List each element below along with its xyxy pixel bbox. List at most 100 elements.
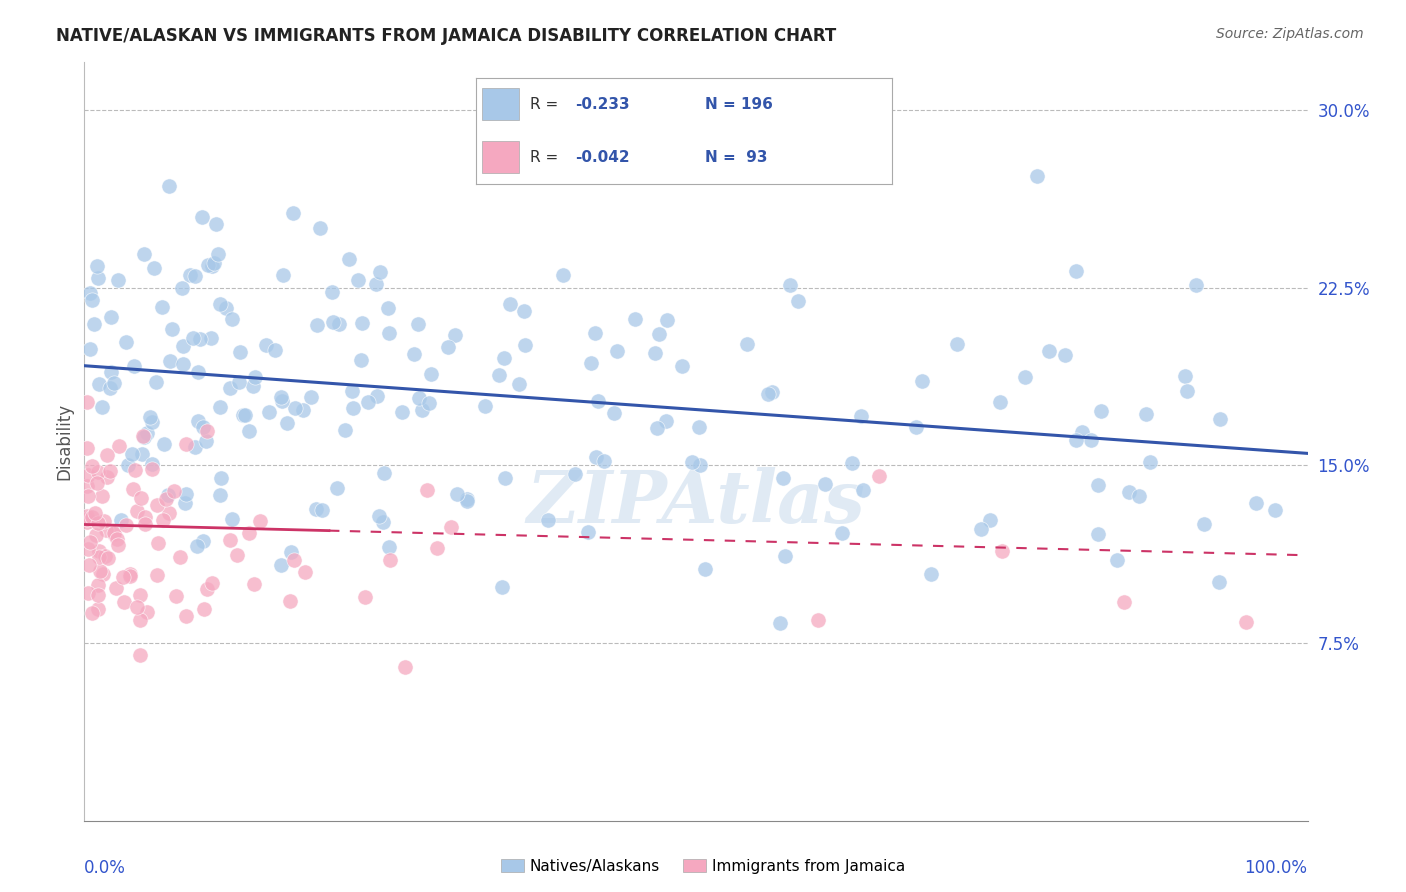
Point (98, 463, 121, 477)
Point (156, 488, 179, 502)
Point (270, 393, 292, 408)
Point (86, 527, 108, 541)
Point (232, 409, 254, 423)
Point (354, 591, 377, 605)
Point (76, 479, 98, 493)
Point (814, 477, 837, 491)
Point (294, 565, 316, 579)
Point (1014, 369, 1036, 384)
Point (193, 534, 215, 549)
Point (107, 273, 129, 287)
Point (337, 252, 360, 267)
Point (1118, 484, 1140, 499)
Point (135, 425, 157, 440)
Point (190, 211, 212, 225)
Point (309, 221, 332, 235)
Point (1087, 478, 1109, 492)
Point (325, 481, 347, 495)
Point (1070, 425, 1092, 439)
Point (645, 421, 668, 435)
Point (114, 517, 136, 532)
Point (146, 498, 169, 512)
Point (87, 549, 110, 564)
Point (174, 609, 197, 624)
Point (80, 458, 103, 473)
Point (644, 346, 666, 360)
Point (201, 576, 224, 591)
Point (311, 503, 333, 517)
Point (371, 515, 394, 529)
Point (152, 513, 174, 527)
Point (273, 268, 295, 282)
Point (112, 570, 135, 584)
Point (157, 179, 180, 194)
Point (142, 261, 165, 276)
Point (197, 258, 219, 272)
Point (76, 467, 98, 482)
Point (1026, 169, 1049, 184)
Point (585, 450, 607, 464)
Point (513, 303, 536, 318)
Point (207, 247, 229, 261)
Point (270, 390, 292, 404)
Point (299, 391, 322, 405)
Point (159, 354, 181, 368)
Point (280, 544, 302, 558)
Point (129, 491, 152, 506)
Point (491, 580, 513, 594)
Point (648, 326, 671, 341)
Point (86, 260, 108, 274)
Point (1175, 384, 1198, 398)
Point (103, 376, 125, 390)
Point (366, 389, 388, 403)
Point (93, 514, 115, 528)
Point (195, 425, 218, 439)
Point (671, 359, 693, 373)
Point (681, 455, 703, 469)
Point (1208, 574, 1230, 589)
Point (79, 558, 101, 572)
Point (249, 514, 271, 528)
Point (283, 553, 305, 567)
Point (242, 379, 264, 393)
Point (195, 582, 218, 596)
Point (911, 375, 934, 389)
Point (841, 456, 863, 470)
Point (1114, 595, 1136, 609)
Point (772, 470, 794, 484)
Point (695, 562, 717, 576)
Point (1139, 455, 1161, 469)
Point (124, 463, 146, 477)
Text: 100.0%: 100.0% (1244, 858, 1308, 877)
Point (243, 370, 266, 384)
Point (98, 381, 121, 395)
Point (456, 491, 478, 506)
Point (191, 420, 214, 434)
Point (291, 403, 314, 417)
Point (107, 538, 129, 552)
Point (394, 659, 416, 673)
Point (105, 533, 128, 547)
Point (735, 336, 758, 351)
Point (221, 311, 243, 326)
Point (276, 417, 298, 431)
Point (118, 569, 141, 583)
Point (443, 327, 465, 342)
Point (131, 446, 153, 460)
Point (187, 365, 209, 379)
Point (228, 375, 250, 389)
Point (1174, 369, 1197, 384)
Point (905, 419, 928, 434)
Point (378, 326, 401, 340)
Point (769, 616, 792, 631)
Point (406, 317, 429, 331)
Point (131, 429, 153, 443)
Point (579, 355, 602, 369)
Point (494, 351, 516, 365)
Point (169, 549, 191, 564)
Point (132, 247, 155, 261)
Point (1264, 503, 1286, 517)
Point (508, 376, 530, 391)
Point (97, 551, 120, 566)
Point (209, 297, 232, 311)
